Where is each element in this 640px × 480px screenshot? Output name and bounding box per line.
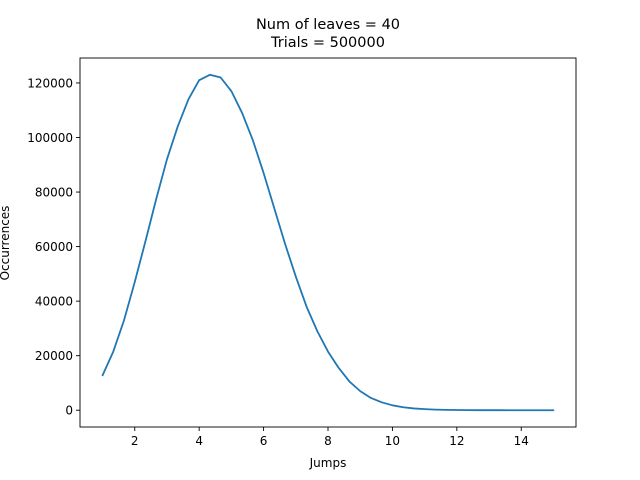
- y-tick-label: 120000: [27, 76, 73, 90]
- y-tick-label: 60000: [35, 240, 73, 254]
- y-tick-label: 20000: [35, 349, 73, 363]
- x-tick-label: 2: [131, 434, 139, 448]
- x-tick-label: 4: [195, 434, 203, 448]
- x-axis: 2 4 6 8 10 12 14: [131, 427, 529, 448]
- y-axis-label: Occurrences: [0, 206, 12, 281]
- x-axis-label: Jumps: [309, 456, 347, 470]
- x-tick-label: 8: [324, 434, 332, 448]
- x-tick-label: 6: [260, 434, 268, 448]
- chart-title-line-2: Trials = 500000: [271, 35, 385, 51]
- x-tick-label: 14: [514, 434, 529, 448]
- series-line-0: [101, 73, 555, 412]
- y-tick-label: 100000: [27, 131, 73, 145]
- plot-frame: [79, 57, 577, 428]
- y-tick-label: 0: [65, 404, 73, 418]
- y-tick-label: 40000: [35, 295, 73, 309]
- x-tick-label: 10: [385, 434, 400, 448]
- y-axis: 0 20000 40000 60000 80000 100000 120000: [27, 76, 80, 418]
- x-tick-label: 12: [449, 434, 464, 448]
- plot-area: [79, 57, 577, 428]
- chart-title-line-1: Num of leaves = 40: [255, 17, 401, 33]
- y-tick-label: 80000: [35, 186, 73, 200]
